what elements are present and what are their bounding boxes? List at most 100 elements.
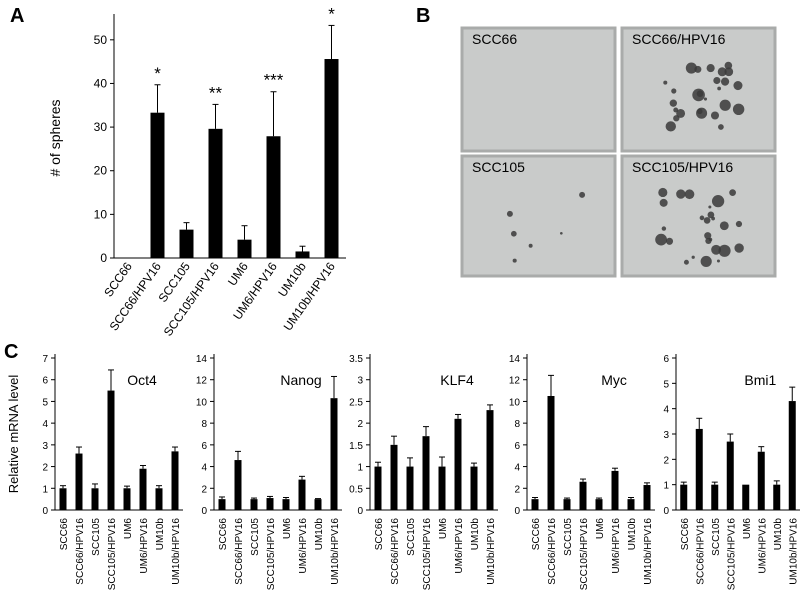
sphere	[732, 103, 745, 116]
sphere-count-chart: 01020304050SCC66*SCC66/HPV16SCC105**SCC1…	[47, 4, 346, 339]
y-tick-label: 40	[94, 76, 108, 90]
sphere	[659, 198, 668, 207]
y-tick-label: 6	[663, 354, 669, 365]
chart-title: KLF4	[440, 372, 474, 388]
panel-label-c: C	[4, 341, 18, 363]
panel-label-b: B	[416, 5, 430, 27]
y-tick-label: 1.5	[349, 441, 363, 452]
sphere	[724, 61, 733, 70]
y-tick-label: 5	[663, 379, 669, 390]
category-label: SCC105	[406, 518, 417, 556]
sphere	[669, 99, 677, 107]
bar	[680, 484, 688, 510]
y-tick-label: 0	[201, 506, 207, 517]
sphere	[717, 86, 722, 91]
bar	[59, 488, 67, 510]
category-label: UM10b	[773, 518, 784, 551]
bar	[266, 136, 281, 258]
y-tick-label: 2	[357, 419, 363, 430]
category-label: UM10b	[627, 518, 638, 551]
category-label: SCC105/HPV16	[266, 518, 277, 591]
significance-marker: *	[154, 64, 161, 83]
sphere	[528, 243, 533, 248]
sphere	[579, 191, 586, 198]
category-label: SCC105	[563, 518, 574, 556]
y-tick-label: 4	[201, 463, 207, 474]
category-label: SCC105	[250, 518, 261, 556]
bar	[150, 112, 165, 258]
image-border	[460, 154, 617, 278]
bar	[470, 466, 478, 510]
bar	[563, 499, 571, 510]
bar	[250, 499, 258, 510]
y-tick-label: 4	[42, 419, 48, 430]
sphere	[718, 244, 731, 257]
sphere	[711, 195, 725, 208]
chart-title: Nanog	[280, 372, 321, 388]
y-tick-label: 1	[663, 481, 669, 492]
sphere	[719, 99, 731, 111]
sphere	[708, 205, 712, 209]
sphere	[705, 237, 712, 245]
y-axis-label: # of spheres	[47, 99, 63, 176]
sphere	[697, 108, 703, 115]
category-label: SCC66	[680, 518, 691, 551]
sphere	[729, 189, 736, 197]
y-tick-label: 3	[357, 376, 363, 387]
category-label: UM10b/HPV16	[486, 518, 497, 585]
category-label: SCC105	[711, 518, 722, 556]
sphere	[707, 211, 715, 219]
sphere	[719, 221, 729, 231]
y-tick-label: 2	[201, 484, 207, 495]
bar	[726, 441, 734, 510]
image-border	[620, 154, 777, 278]
sphere	[506, 210, 513, 217]
sphere	[717, 67, 727, 77]
y-tick-label: 12	[509, 376, 521, 387]
category-label: UM6	[438, 518, 449, 540]
y-tick-label: 0	[514, 506, 520, 517]
y-tick-label: 0	[663, 506, 669, 517]
sphere	[676, 189, 686, 199]
sphere	[713, 76, 721, 85]
category-label: UM10b	[470, 518, 481, 551]
category-label: UM6/HPV16	[298, 518, 309, 574]
bar	[788, 401, 796, 510]
sphere	[724, 67, 734, 77]
bar	[266, 498, 274, 510]
y-tick-label: 8	[201, 419, 207, 430]
y-tick-label: 3.5	[349, 354, 363, 365]
photo-label: SCC66	[472, 31, 517, 47]
sphere	[676, 108, 686, 118]
bar	[695, 428, 703, 510]
y-tick-label: 20	[94, 164, 108, 178]
y-tick-label: 2	[663, 455, 669, 466]
sphere	[711, 244, 722, 255]
significance-marker: *	[328, 4, 335, 23]
y-tick-label: 6	[42, 376, 48, 387]
y-axis-label: Relative mRNA level	[6, 375, 21, 494]
chart-title: Oct4	[127, 372, 157, 388]
sphere	[733, 81, 743, 91]
bar	[643, 485, 651, 510]
sphere	[512, 258, 517, 263]
y-tick-label: 3	[663, 430, 669, 441]
category-label: SCC66/HPV16	[234, 518, 245, 585]
bar	[454, 418, 462, 510]
bar	[237, 239, 252, 258]
bar	[742, 484, 750, 510]
category-label: SCC66/HPV16	[547, 518, 558, 585]
photo-label: SCC105	[472, 159, 525, 175]
image-border	[620, 26, 777, 153]
category-label: UM6	[595, 518, 606, 540]
y-tick-label: 2.5	[349, 397, 363, 408]
y-tick-label: 6	[514, 441, 520, 452]
y-tick-label: 0	[357, 506, 363, 517]
category-label: SCC66	[531, 518, 542, 551]
sphere	[671, 88, 677, 94]
category-label: UM10b	[155, 518, 166, 551]
significance-marker: ***	[264, 71, 284, 90]
bar	[314, 499, 322, 510]
sphere	[711, 216, 715, 221]
